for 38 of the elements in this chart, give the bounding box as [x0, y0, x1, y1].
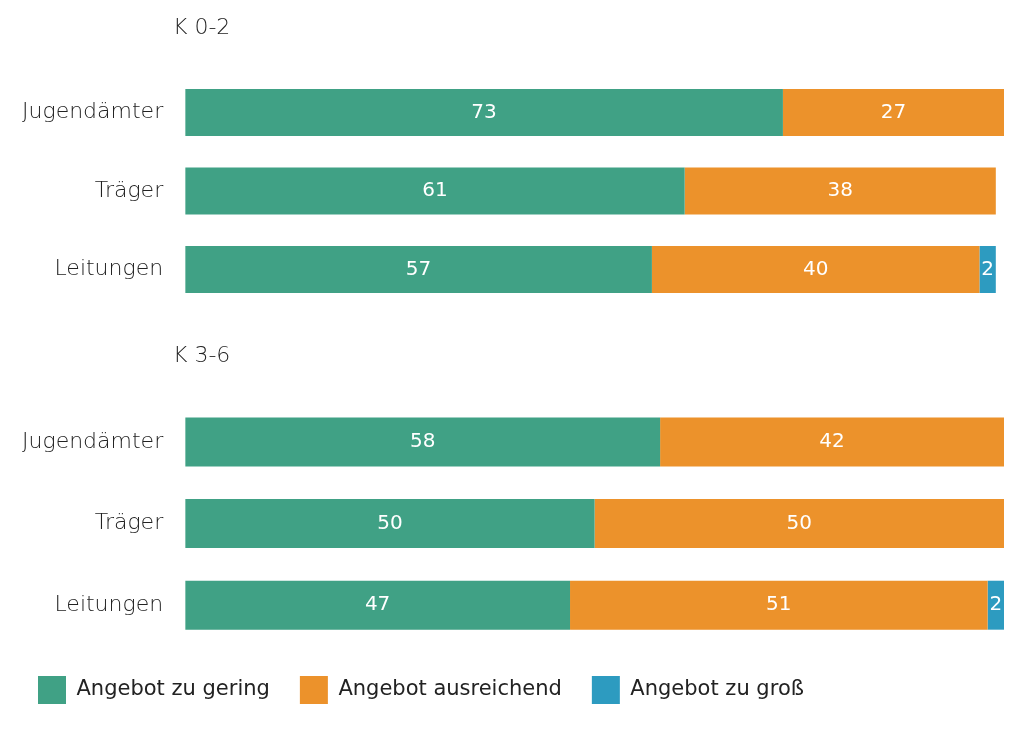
bar: [570, 580, 988, 630]
data-label: 2: [981, 255, 994, 280]
data-label: 58: [409, 428, 436, 453]
bar: [185, 499, 595, 549]
bar: [660, 417, 1004, 467]
bar: [594, 499, 1004, 549]
bar: [185, 580, 571, 630]
data-label: 51: [766, 591, 792, 616]
chart-title: K 3-6: [173, 341, 232, 369]
y-tick-label: Träger: [94, 176, 165, 202]
chart-title: K 0-2: [173, 13, 232, 41]
y-tick-label: Jugendämter: [21, 98, 165, 124]
data-label: 2: [989, 591, 1003, 616]
legend-label: Angebot zu gering: [76, 676, 270, 701]
bar: [185, 417, 661, 467]
bar: [684, 167, 996, 215]
y-tick-label: Leitungen: [54, 255, 164, 281]
bar: [185, 88, 783, 137]
bar: [979, 245, 996, 294]
data-label: 38: [827, 177, 853, 202]
y-tick-label: Leitungen: [54, 590, 164, 616]
data-label: 40: [802, 255, 829, 280]
bar: [185, 167, 685, 215]
data-label: 73: [471, 98, 497, 123]
data-label: 61: [422, 177, 448, 202]
bar: [651, 245, 980, 294]
bar: [185, 245, 652, 294]
data-label: 57: [405, 255, 432, 280]
legend-label: Angebot zu groß: [630, 676, 804, 701]
y-tick-label: Träger: [94, 509, 165, 535]
data-label: 42: [819, 428, 845, 453]
legend-label: Angebot ausreichend: [338, 676, 562, 701]
y-tick-label: Jugendämter: [21, 427, 165, 453]
data-label: 27: [880, 98, 907, 123]
data-label: 50: [377, 509, 403, 534]
bar: [782, 88, 1004, 137]
data-label: 47: [364, 591, 391, 616]
data-label: 50: [786, 509, 813, 534]
